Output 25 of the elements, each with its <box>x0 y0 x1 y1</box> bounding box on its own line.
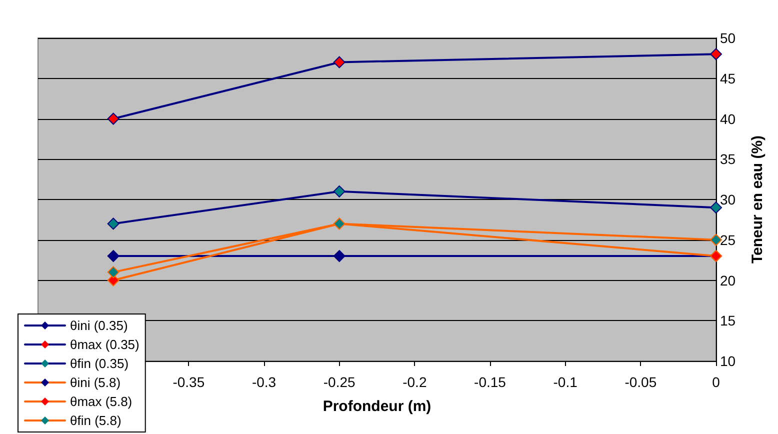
x-tick-label: -0.15 <box>474 374 506 390</box>
x-tick-label: -0.3 <box>252 374 276 390</box>
y-tick-label: 40 <box>720 110 736 127</box>
x-tick-label: 0 <box>712 374 720 390</box>
x-tick-label: -0.1 <box>553 374 578 390</box>
y-tick-label: 25 <box>720 232 736 248</box>
legend-label: θini (5.8) <box>70 375 121 390</box>
y-axis-title: Teneur en eau (%) <box>749 135 766 264</box>
legend-label: θini (0.35) <box>70 318 128 333</box>
y-tick-label: 15 <box>720 312 736 329</box>
y-tick-label: 50 <box>720 30 736 46</box>
y-tick-label: 30 <box>720 192 736 208</box>
y-tick-label: 45 <box>720 70 736 86</box>
x-tick-label: -0.2 <box>402 374 427 390</box>
y-tick-label: 35 <box>720 151 736 168</box>
x-tick-label: -0.35 <box>172 374 205 390</box>
y-tick-label: 20 <box>720 272 736 288</box>
legend-label: θfin (0.35) <box>70 356 129 371</box>
legend-label: θmax (0.35) <box>70 337 140 352</box>
x-axis-title: Profondeur (m) <box>322 398 432 415</box>
legend-label: θmax (5.8) <box>70 394 132 409</box>
y-tick-label: 10 <box>720 353 736 369</box>
legend-label: θfin (5.8) <box>70 413 122 428</box>
x-tick-label: -0.25 <box>323 374 356 390</box>
x-tick-label: -0.05 <box>624 374 657 390</box>
